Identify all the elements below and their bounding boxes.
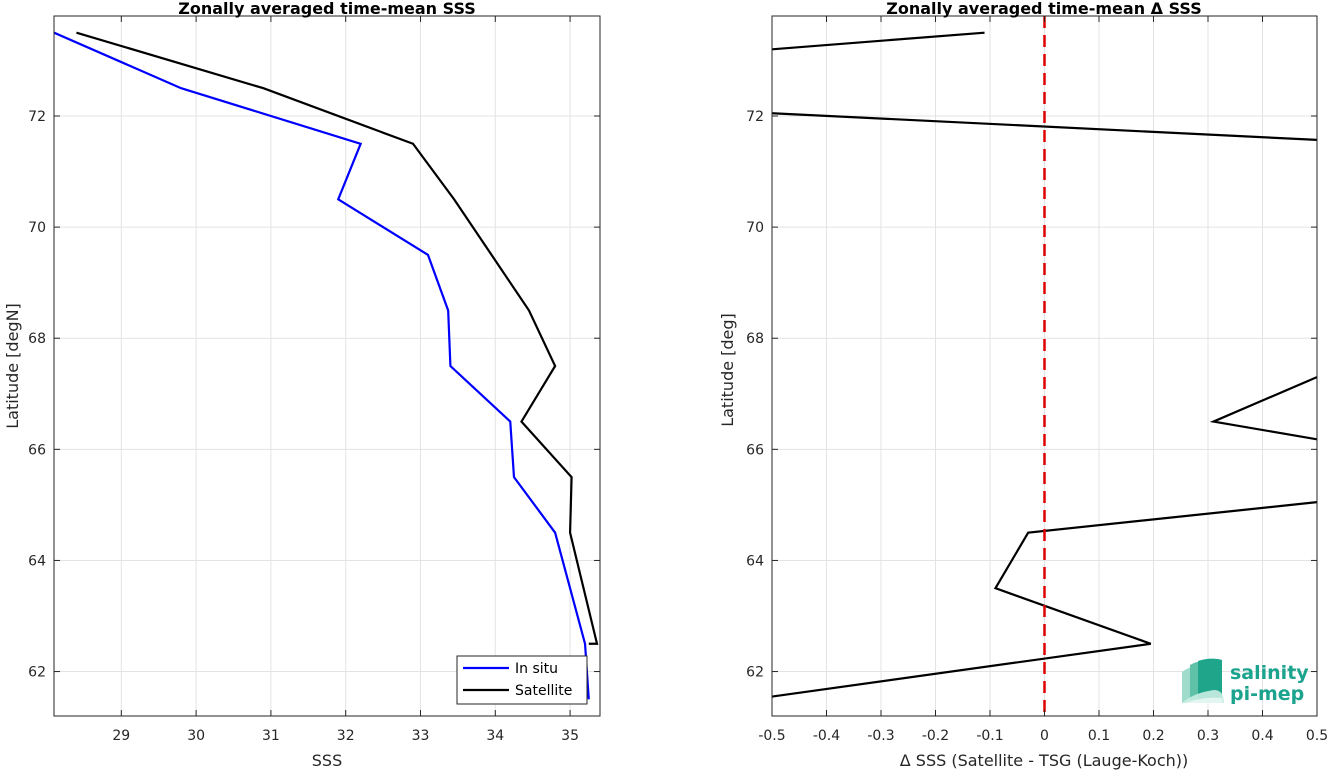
y-tick-label: 64 [746,553,764,569]
y-ticks: 62 64 66 68 70 72 [28,109,600,681]
series-line-delta-2 [1209,376,1317,441]
x-tick-label: -0.5 [758,728,785,744]
x-tick-label: 32 [337,728,355,744]
x-tick-label: 0.5 [1306,728,1328,744]
series-line-delta-0 [772,31,985,51]
x-tick-label: 0 [1040,728,1049,744]
y-tick-label: 66 [28,442,46,458]
x-tick-label: -0.1 [976,728,1003,744]
x-tick-label: 33 [412,728,430,744]
sss-panel: 29 30 31 32 33 34 35 62 64 66 68 70 72 Zonally aver… [3,0,601,770]
y-tick-label: 70 [746,220,764,236]
x-tick-label: 29 [112,728,130,744]
grid [54,16,600,716]
chart-title: Zonally averaged time-mean Δ SSS [886,0,1202,18]
series-line-delta-1 [772,112,1317,141]
y-tick-label: 68 [28,331,46,347]
series-line-in-situ [54,31,590,700]
x-ticks: 29 30 31 32 33 34 35 [112,16,579,744]
logo-line-1: salinity [1230,662,1309,684]
y-tick-label: 72 [746,109,764,125]
y-tick-label: 62 [28,665,46,681]
x-tick-label: 0.3 [1197,728,1219,744]
salinity-pi-mep-logo: salinity pi-mep [1182,658,1309,705]
y-axis-label: Latitude [degN] [3,303,22,429]
y-tick-label: 72 [28,109,46,125]
legend: In situ Satellite [456,655,588,705]
x-tick-label: 0.4 [1251,728,1273,744]
wave-icon [1182,658,1224,703]
delta-sss-panel: -0.5 -0.4 -0.3 -0.2 -0.1 0 0.1 0.2 0.3 0.4 0.5 626… [718,0,1328,770]
chart-title: Zonally averaged time-mean SSS [178,0,476,18]
x-tick-label: 0.1 [1088,728,1110,744]
y-ticks: 62 64 66 68 70 72 [746,109,1317,681]
x-tick-label: 30 [187,728,205,744]
x-axis-label: SSS [312,751,342,770]
x-tick-label: 0.2 [1142,728,1164,744]
series-lines [54,31,599,700]
x-tick-label: -0.4 [813,728,840,744]
series-line-satellite [76,31,599,645]
legend-entry-satellite: Satellite [515,683,572,699]
series-line-delta-3 [772,501,1317,698]
y-axis-label: Latitude [deg] [718,313,737,427]
x-tick-label: 35 [561,728,579,744]
x-tick-label: 31 [262,728,280,744]
x-tick-label: -0.2 [922,728,949,744]
series-lines [772,31,1317,698]
logo-line-2: pi-mep [1230,683,1304,705]
y-tick-label: 64 [28,553,46,569]
x-ticks: -0.5 -0.4 -0.3 -0.2 -0.1 0 0.1 0.2 0.3 0.4 0.5 [758,16,1328,744]
y-tick-label: 68 [746,331,764,347]
y-tick-label: 66 [746,442,764,458]
y-tick-label: 70 [28,220,46,236]
x-axis-label: Δ SSS (Satellite - TSG (Lauge-Koch)) [900,751,1189,770]
x-tick-label: 34 [486,728,504,744]
y-tick-label: 62 [746,665,764,681]
legend-entry-in-situ: In situ [515,661,558,677]
x-tick-label: -0.3 [867,728,894,744]
